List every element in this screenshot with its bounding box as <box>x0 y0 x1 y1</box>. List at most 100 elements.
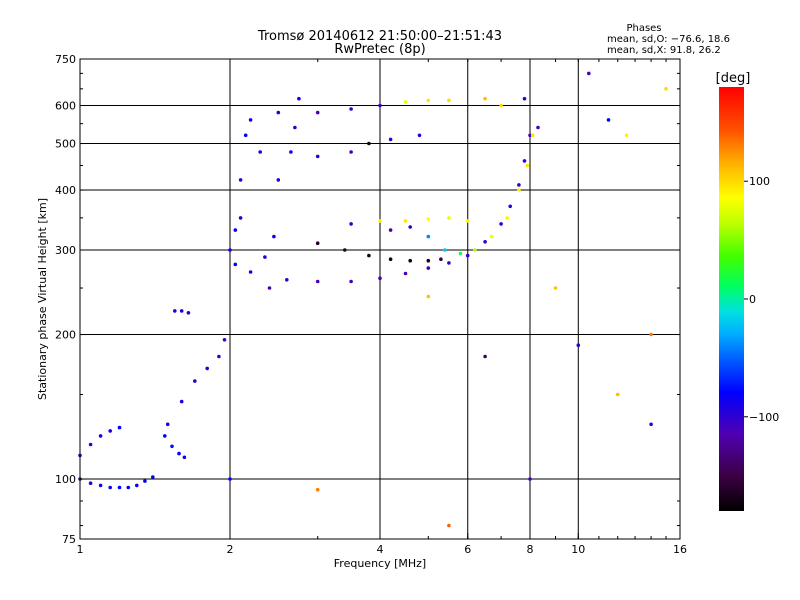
data-point <box>417 133 422 138</box>
x-tick-label: 16 <box>673 543 687 556</box>
data-point <box>508 204 512 209</box>
data-point <box>517 188 521 192</box>
data-point <box>505 216 510 220</box>
data-point <box>349 222 353 226</box>
x-tick-label: 1 <box>77 543 84 556</box>
data-point <box>193 379 197 383</box>
data-point <box>276 178 281 182</box>
y-tick-label: 100 <box>55 473 76 486</box>
data-point <box>293 125 297 130</box>
chart-title: Tromsø 20140612 21:50:00–21:51:43 <box>257 29 502 44</box>
data-point <box>315 487 320 492</box>
data-point <box>426 234 431 239</box>
data-point <box>403 100 408 104</box>
colorbar-unit: [deg] <box>716 71 751 86</box>
x-tick-label: 10 <box>571 543 585 556</box>
data-point <box>439 257 443 262</box>
data-point <box>315 279 320 284</box>
data-point <box>349 107 353 111</box>
data-point <box>522 96 527 101</box>
data-point <box>349 150 353 154</box>
data-point <box>315 110 320 115</box>
data-point <box>228 477 232 481</box>
data-point <box>426 258 431 263</box>
data-point <box>238 178 243 182</box>
data-point <box>98 483 103 488</box>
data-point <box>403 219 408 223</box>
x-tick-label: 4 <box>377 543 384 556</box>
data-point <box>165 422 170 427</box>
x-tick-label: 2 <box>227 543 234 556</box>
data-point <box>426 266 431 270</box>
y-tick-label: 500 <box>55 138 76 151</box>
data-point <box>108 485 112 490</box>
data-point <box>98 434 103 438</box>
data-point <box>553 286 558 290</box>
data-point <box>408 225 413 229</box>
data-point <box>163 434 167 438</box>
data-point <box>388 257 393 262</box>
data-point <box>447 523 451 528</box>
x-tick-label: 8 <box>527 543 534 556</box>
data-point <box>525 163 530 168</box>
data-point <box>606 118 611 122</box>
data-point <box>426 217 431 221</box>
y-tick-label: 300 <box>55 244 76 257</box>
y-tick-label: 750 <box>55 53 76 66</box>
data-point <box>615 392 620 397</box>
colorbar-tick-label: 100 <box>749 175 770 188</box>
data-point <box>536 125 540 130</box>
data-point <box>483 240 487 244</box>
y-tick-label: 400 <box>55 184 76 197</box>
x-axis-title: Frequency [MHz] <box>334 557 426 570</box>
data-point <box>143 479 147 483</box>
data-point <box>135 483 139 488</box>
data-point <box>473 248 477 252</box>
data-point <box>587 71 591 76</box>
data-point <box>447 98 451 103</box>
data-point <box>367 253 371 258</box>
data-point <box>388 137 393 142</box>
data-point <box>499 222 503 226</box>
data-point <box>205 366 209 371</box>
data-point <box>408 258 413 263</box>
data-point <box>378 219 382 223</box>
data-point <box>426 294 431 299</box>
data-point <box>108 429 112 433</box>
data-point <box>499 103 503 108</box>
data-point <box>465 253 470 258</box>
chart-subtitle: RwPretec (8p) <box>334 42 425 57</box>
data-point <box>528 477 532 481</box>
data-point <box>483 96 487 101</box>
data-point <box>576 343 581 348</box>
data-point <box>276 110 281 115</box>
y-tick-label: 600 <box>55 100 76 113</box>
colorbar <box>719 87 744 511</box>
data-point <box>243 133 248 138</box>
data-point <box>458 251 463 256</box>
plot-area <box>80 59 680 539</box>
data-point <box>315 154 320 159</box>
data-point <box>349 279 353 284</box>
data-point <box>222 338 227 342</box>
stats-title: Phases <box>626 23 661 34</box>
data-point <box>170 444 174 449</box>
data-point <box>173 309 177 313</box>
data-point <box>117 425 122 430</box>
data-point <box>315 241 320 245</box>
data-point <box>343 248 347 252</box>
data-points <box>78 71 668 528</box>
data-point <box>233 228 238 232</box>
data-point <box>664 87 668 91</box>
data-point <box>388 228 393 232</box>
data-point <box>233 262 238 267</box>
data-point <box>285 278 289 282</box>
data-point <box>267 286 272 290</box>
data-point <box>217 354 221 359</box>
colorbar-ticks: 100 0 −100 <box>744 175 779 424</box>
data-point <box>179 399 184 404</box>
data-point <box>248 118 253 122</box>
data-point <box>649 422 653 427</box>
y-tick-label: 75 <box>62 533 76 546</box>
